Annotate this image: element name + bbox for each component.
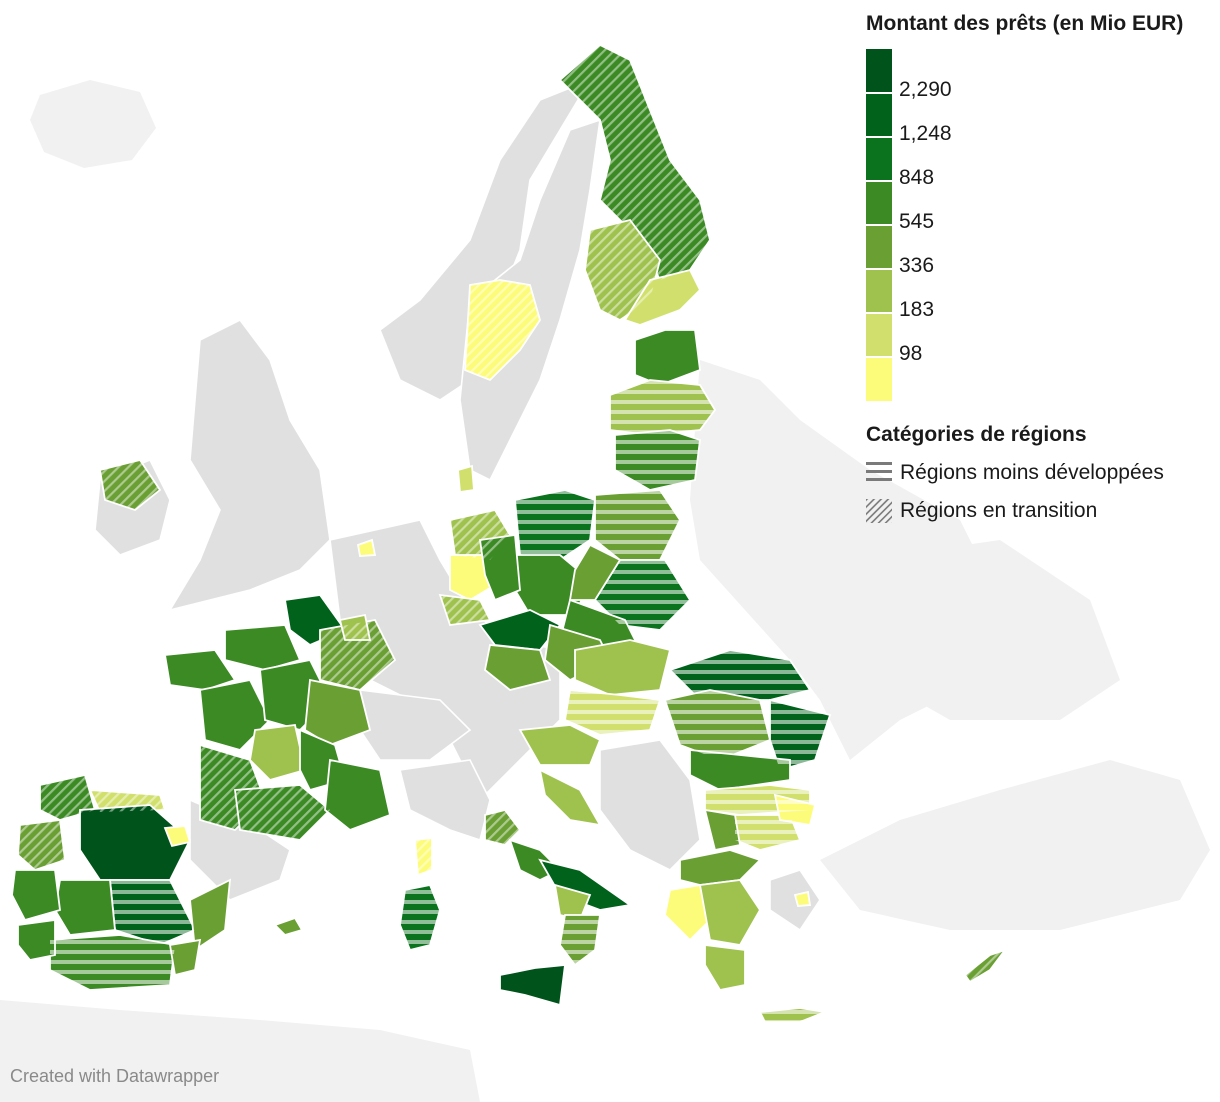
stripes-romania	[665, 650, 830, 770]
stripes-poland	[515, 490, 690, 630]
scale-swatch	[866, 313, 892, 357]
north-africa-land	[0, 1000, 480, 1102]
region-spain-valencia	[189, 878, 232, 952]
scale-tick	[866, 268, 900, 270]
scale-tick	[866, 92, 900, 94]
hatch-italy	[415, 810, 520, 875]
legend-title: Montant des prêts (en Mio EUR)	[866, 12, 1184, 35]
stripes-crete	[760, 1008, 825, 1022]
region-hungary-north	[574, 639, 672, 696]
category-label: Régions en transition	[900, 499, 1098, 522]
stripes-bulgaria	[705, 785, 810, 850]
scale-tick	[866, 312, 900, 314]
scale-swatch	[866, 225, 892, 269]
scale-tick-label: 848	[899, 166, 935, 189]
region-spain-murcia	[168, 938, 202, 977]
scale-swatch	[866, 181, 892, 225]
region-greece-peloponnese	[704, 943, 746, 992]
region-portugal-centro	[11, 869, 61, 922]
region-greece-center	[698, 879, 762, 946]
horizontal-stripes-icon	[866, 462, 892, 484]
scale-tick	[866, 136, 900, 138]
region-greece-west	[664, 883, 712, 942]
region-denmark-small	[457, 464, 475, 494]
diagonal-hatch-icon	[866, 499, 892, 523]
scale-swatch	[866, 357, 892, 401]
region-france-bourgogne	[304, 678, 372, 746]
balkans-land	[599, 739, 701, 871]
region-balearic	[273, 916, 304, 937]
region-spain-navarra	[163, 825, 192, 848]
east-landmass	[860, 540, 1120, 720]
north-italy-land	[399, 759, 491, 842]
color-scale: 2,290 1,248 848 545 336 183 98	[866, 49, 1216, 401]
region-croatia-north	[518, 724, 602, 766]
map-legend: Montant des prêts (en Mio EUR) 2,290 1,24…	[866, 12, 1216, 523]
scale-tick-label: 545	[899, 210, 935, 233]
region-romania-south	[689, 749, 791, 791]
category-less-developed: Régions moins développées	[866, 461, 1216, 485]
stripes-baltics	[610, 380, 715, 490]
region-bulgaria-west	[703, 808, 742, 852]
category-transition: Régions en transition	[866, 499, 1216, 523]
anatolia-land	[820, 760, 1210, 930]
hatch-ireland	[100, 460, 160, 510]
hatch-france	[200, 620, 395, 840]
stripes-italy	[400, 885, 600, 965]
region-netherlands-small	[356, 538, 377, 557]
category-label: Régions moins développées	[900, 461, 1164, 484]
region-france-paca	[324, 758, 392, 832]
scale-tick-label: 2,290	[899, 78, 952, 101]
region-estonia	[634, 329, 701, 386]
background-land	[0, 80, 1210, 1102]
hatch-cyprus	[965, 950, 1005, 982]
scale-tick	[866, 180, 900, 182]
stripes-hungary	[565, 690, 660, 735]
hatch-finland	[560, 45, 710, 320]
scale-tick	[866, 356, 900, 358]
scale-tick-label: 336	[899, 254, 935, 277]
scale-swatch	[866, 137, 892, 181]
region-czechia-south	[484, 644, 552, 691]
categories-title: Catégories de régions	[866, 423, 1087, 446]
scale-tick	[866, 224, 900, 226]
scale-swatch	[866, 93, 892, 137]
stripes-spain	[50, 880, 195, 990]
scale-swatch	[866, 269, 892, 313]
region-portugal-south	[17, 918, 56, 961]
category-overlays	[18, 45, 1005, 1022]
scale-tick-label: 98	[899, 342, 923, 365]
scale-tick-label: 1,248	[899, 122, 952, 145]
footer-credit: Created with Datawrapper	[10, 1066, 220, 1086]
norway-land	[379, 78, 592, 401]
region-croatia-coast	[538, 768, 602, 827]
region-sicily	[499, 963, 567, 1007]
region-spain-extremadura	[54, 879, 116, 936]
scale-swatch	[866, 49, 892, 93]
hatch-sweden	[465, 280, 540, 380]
iceland-land	[30, 80, 156, 168]
greece-islands-land	[769, 869, 821, 932]
region-aegean-islands	[793, 890, 812, 907]
region-poland-central	[568, 543, 622, 601]
region-greece-north	[679, 849, 762, 886]
hatch-spain-portugal	[18, 775, 165, 870]
region-france-bretagne	[163, 649, 237, 691]
uk-land	[168, 318, 331, 612]
region-france-normandie	[224, 624, 302, 671]
scale-tick-label: 183	[899, 298, 935, 321]
region-france-limousin	[249, 724, 307, 782]
hatch-germany	[440, 510, 510, 625]
